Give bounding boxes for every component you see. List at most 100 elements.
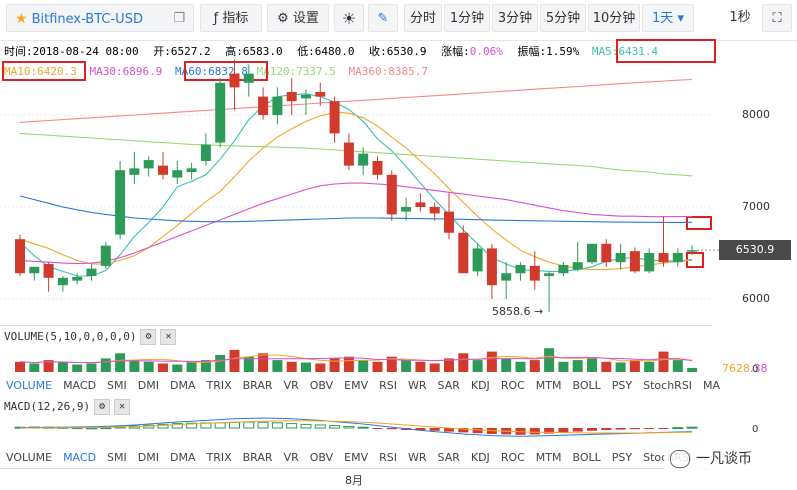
tab-kdj[interactable]: KDJ bbox=[470, 451, 490, 464]
candle-body bbox=[143, 160, 154, 169]
tab-trix[interactable]: TRIX bbox=[206, 451, 232, 464]
volume-bar bbox=[329, 358, 340, 372]
volume-settings-icon[interactable]: ⚙ bbox=[140, 329, 157, 345]
tab-roc[interactable]: ROC bbox=[500, 379, 525, 392]
volume-bar bbox=[501, 358, 512, 372]
tab-boll[interactable]: BOLL bbox=[572, 451, 601, 464]
indicators-button[interactable]: ƒ 指标 bbox=[200, 4, 262, 32]
tab-wr[interactable]: WR bbox=[407, 451, 427, 464]
tab-stochrsi[interactable]: StochRSI bbox=[643, 379, 693, 392]
tab-macd[interactable]: MACD bbox=[63, 451, 97, 464]
tab-smi[interactable]: SMI bbox=[107, 451, 127, 464]
volume-ma-line bbox=[19, 354, 693, 364]
draw-button[interactable]: ✎ bbox=[368, 4, 398, 32]
volume-close-icon[interactable]: ✕ bbox=[160, 329, 177, 345]
tab-sar[interactable]: SAR bbox=[437, 451, 460, 464]
interval-1[interactable]: 1分钟 bbox=[444, 4, 490, 32]
refresh-rate[interactable]: 1秒 bbox=[729, 10, 751, 25]
tab-mtm[interactable]: MTM bbox=[535, 379, 562, 392]
volume-header: VOLUME(5,10,0,0,0,0) ⚙ ✕ bbox=[4, 329, 177, 345]
candle-body bbox=[72, 276, 83, 281]
volume-bar bbox=[158, 363, 168, 372]
macd-bar bbox=[429, 428, 440, 431]
tab-obv[interactable]: OBV bbox=[309, 379, 334, 392]
info-high: 高:6583.0 bbox=[225, 45, 283, 58]
tab-mtm[interactable]: MTM bbox=[535, 451, 562, 464]
info-amplitude: 振幅:1.59% bbox=[517, 45, 580, 58]
tab-dmi[interactable]: DMI bbox=[137, 379, 159, 392]
y-tick-6000: 6000 bbox=[742, 292, 770, 305]
macd-bar bbox=[357, 426, 369, 429]
tab-volume[interactable]: VOLUME bbox=[6, 379, 53, 392]
divider-main bbox=[0, 325, 712, 326]
volume-ma-line bbox=[19, 356, 693, 364]
interval-2[interactable]: 3分钟 bbox=[492, 4, 538, 32]
macd-settings-icon[interactable]: ⚙ bbox=[94, 399, 111, 415]
symbol-selector[interactable]: ★ Bitfinex-BTC-USD ❐ bbox=[6, 4, 194, 32]
tab-smi[interactable]: SMI bbox=[107, 379, 127, 392]
tab-rsi[interactable]: RSI bbox=[379, 379, 397, 392]
macd-bar bbox=[415, 428, 426, 431]
volume-title: VOLUME(5,10,0,0,0,0) bbox=[4, 330, 137, 343]
candle-body bbox=[158, 165, 168, 175]
settings-button[interactable]: ⚙ 设置 bbox=[267, 4, 329, 32]
candle-body bbox=[415, 202, 426, 207]
tab-wr[interactable]: WR bbox=[407, 379, 427, 392]
macd-bar bbox=[271, 422, 283, 429]
info-time: 时间:2018-08-24 08:00 bbox=[4, 45, 139, 58]
info-change-label: 涨幅: bbox=[441, 45, 470, 58]
tab-boll[interactable]: BOLL bbox=[572, 379, 601, 392]
tab-psy[interactable]: PSY bbox=[611, 379, 633, 392]
tab-rsi[interactable]: RSI bbox=[379, 451, 397, 464]
candle-body bbox=[458, 232, 469, 274]
interval-active-label: 1天 bbox=[652, 11, 674, 26]
tab-dmi[interactable]: DMI bbox=[137, 451, 159, 464]
macd-close-icon[interactable]: ✕ bbox=[114, 399, 131, 415]
tab-kdj[interactable]: KDJ bbox=[470, 379, 490, 392]
tab-emv[interactable]: EMV bbox=[344, 379, 369, 392]
volume-bar bbox=[386, 356, 397, 372]
candle-body bbox=[401, 207, 412, 212]
tab-trix[interactable]: TRIX bbox=[206, 379, 232, 392]
interval-3[interactable]: 5分钟 bbox=[540, 4, 586, 32]
candle-body bbox=[129, 168, 140, 175]
interval-0[interactable]: 分时 bbox=[404, 4, 442, 32]
tab-obv[interactable]: OBV bbox=[309, 451, 334, 464]
interval-dropdown[interactable]: 1天 ▾ bbox=[642, 4, 694, 32]
tab-sar[interactable]: SAR bbox=[437, 379, 460, 392]
theme-toggle[interactable]: ☀ bbox=[334, 4, 364, 32]
candle-body bbox=[601, 243, 612, 263]
tab-brar[interactable]: BRAR bbox=[242, 451, 273, 464]
volume-ma-value: 7628 bbox=[722, 362, 750, 375]
volume-bar bbox=[15, 361, 25, 372]
tab-psy[interactable]: PSY bbox=[611, 451, 633, 464]
popout-icon[interactable]: ❐ bbox=[173, 11, 185, 26]
tab-dma[interactable]: DMA bbox=[169, 379, 196, 392]
y-tick-8000: 8000 bbox=[742, 108, 770, 121]
theme-icon: ☀ bbox=[341, 9, 357, 28]
tab-volume[interactable]: VOLUME bbox=[6, 451, 53, 464]
tab-brar[interactable]: BRAR bbox=[242, 379, 273, 392]
fullscreen-button[interactable]: ⛶ bbox=[762, 4, 792, 32]
tab-macd[interactable]: MACD bbox=[63, 379, 97, 392]
candle-body bbox=[15, 239, 25, 274]
macd-bar bbox=[529, 428, 540, 435]
interval-4[interactable]: 10分钟 bbox=[588, 4, 640, 32]
macd-header: MACD(12,26,9) ⚙ ✕ bbox=[4, 399, 131, 415]
volume-bar bbox=[272, 360, 283, 372]
candle-body bbox=[43, 264, 54, 278]
tab-dma[interactable]: DMA bbox=[169, 451, 196, 464]
star-icon[interactable]: ★ bbox=[15, 11, 28, 27]
tab-vr[interactable]: VR bbox=[283, 379, 299, 392]
volume-bar bbox=[458, 353, 469, 372]
volume-bar bbox=[529, 360, 540, 372]
tab-roc[interactable]: ROC bbox=[500, 451, 525, 464]
tab-vr[interactable]: VR bbox=[283, 451, 299, 464]
macd-bar bbox=[458, 428, 469, 433]
tab-emv[interactable]: EMV bbox=[344, 451, 369, 464]
candle-body bbox=[286, 92, 297, 102]
volume-bar bbox=[243, 356, 254, 372]
volume-bar bbox=[200, 360, 211, 372]
tab-ma[interactable]: MA bbox=[703, 379, 721, 392]
